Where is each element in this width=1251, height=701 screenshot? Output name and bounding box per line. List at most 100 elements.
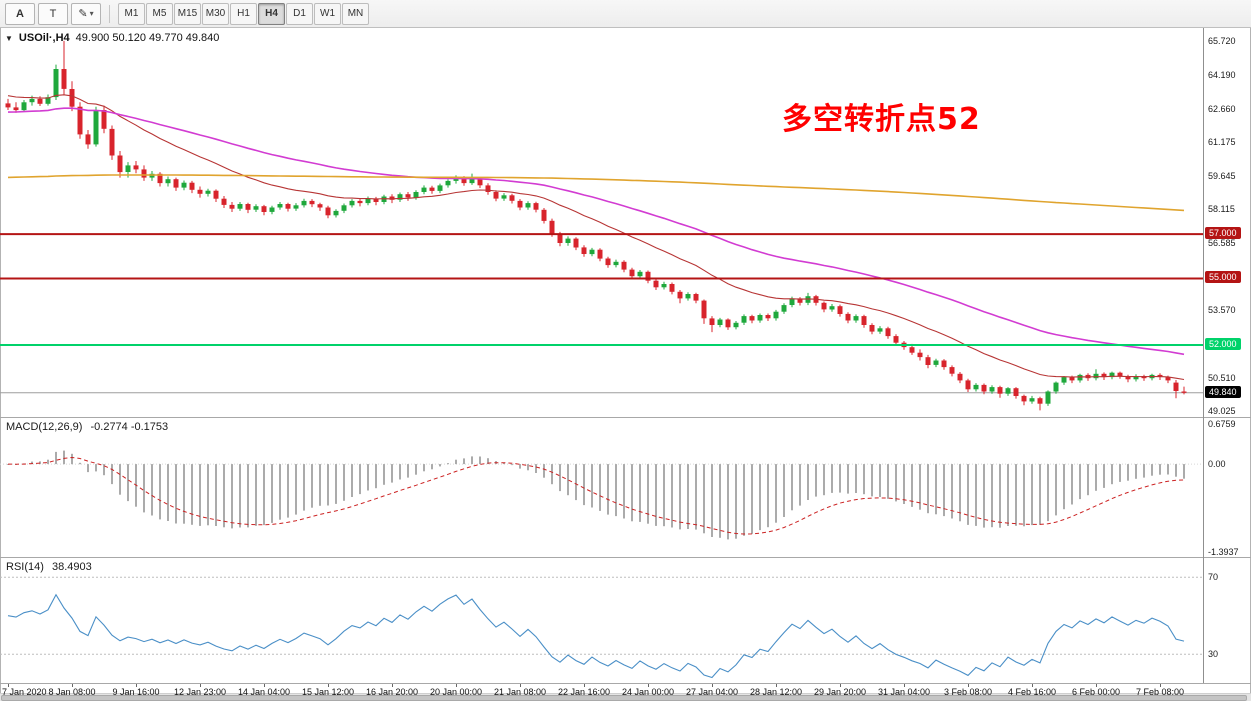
ma-fast-line (7, 94, 1185, 381)
timeframe-button-group: M1 M5 M15 M30 H1 H4 D1 W1 MN (118, 2, 370, 25)
price-tick-label: 62.660 (1208, 103, 1236, 114)
draw-icon: ✎ (78, 8, 88, 20)
text-tool-icon: T (49, 7, 57, 20)
text-tool-button[interactable]: T (38, 2, 68, 25)
candles-layer (5, 40, 1187, 411)
ma-mid-line (7, 107, 1185, 356)
price-tick-label: 65.720 (1208, 35, 1236, 46)
macd-tick-label: 0.6759 (1208, 419, 1236, 429)
time-tick-mark (904, 684, 905, 687)
price-level-label[interactable]: 57.000 (1205, 227, 1241, 240)
timeframe-m5[interactable]: M5 (146, 2, 173, 25)
text-label-tool-button[interactable]: A (5, 2, 35, 25)
rsi-tick-label: 70 (1208, 572, 1219, 583)
price-tick-label: 56.585 (1208, 238, 1236, 249)
time-tick-mark (392, 684, 393, 687)
macd-histogram (7, 450, 1185, 540)
toolbar: A T ✎ ▾ M1 M5 M15 M30 H1 H4 D1 W1 MN (0, 0, 1251, 28)
time-tick-mark (840, 684, 841, 687)
symbol-period-label: USOil·,H4 (18, 32, 70, 44)
time-tick-label: 4 Feb 16:00 (1007, 687, 1057, 697)
rsi-tick-label: 30 (1208, 649, 1219, 660)
text-label-icon: A (16, 7, 24, 20)
panel-separator[interactable] (0, 417, 1251, 418)
price-tick-label: 58.115 (1208, 204, 1235, 215)
chevron-down-icon: ▾ (89, 9, 94, 18)
time-tick-mark (8, 684, 9, 687)
price-tick-label: 53.570 (1208, 305, 1236, 316)
current-price-label: 49.840 (1205, 385, 1241, 398)
ma-slow-line (7, 174, 1185, 212)
timeframe-m1[interactable]: M1 (118, 2, 145, 25)
price-axis[interactable]: 65.720 64.190 62.660 61.175 59.645 58.115 56.5… (1204, 28, 1251, 417)
timeframe-m30[interactable]: M30 (202, 2, 229, 25)
price-tick-label: 61.175 (1208, 136, 1236, 147)
rsi-header: RSI(14) 38.4903 (6, 561, 92, 573)
macd-label: MACD(12,26,9) (6, 421, 83, 433)
time-tick-label: 20 Jan 00:00 (429, 687, 483, 697)
timeframe-mn[interactable]: MN (342, 2, 369, 25)
time-tick-mark (776, 684, 777, 687)
price-tick-label: 64.190 (1208, 69, 1236, 80)
price-axis-separator (1203, 28, 1204, 683)
chart-symbol-header[interactable]: ▼ USOil·,H4 49.900 50.120 49.770 49.840 (5, 32, 219, 44)
macd-canvas[interactable] (0, 418, 1251, 557)
macd-values: -0.2774 -0.1753 (90, 421, 169, 433)
time-tick-mark (72, 684, 73, 687)
rsi-axis[interactable]: 70 30 (1204, 558, 1251, 683)
time-tick-label: 31 Jan 04:00 (877, 687, 931, 697)
time-tick-mark (712, 684, 713, 687)
macd-header: MACD(12,26,9) -0.2774 -0.1753 (6, 421, 168, 433)
time-tick-label: 8 Jan 08:00 (48, 687, 96, 697)
time-tick-mark (1160, 684, 1161, 687)
time-tick-label: 22 Jan 16:00 (557, 687, 611, 697)
time-tick-label: 14 Jan 04:00 (237, 687, 291, 697)
draw-tool-dropdown-button[interactable]: ✎ ▾ (71, 2, 101, 25)
time-tick-label: 28 Jan 12:00 (749, 687, 803, 697)
timeframe-h1[interactable]: H1 (230, 2, 257, 25)
main-chart-canvas[interactable] (0, 28, 1251, 417)
rsi-value: 38.4903 (51, 561, 92, 573)
macd-axis[interactable]: 0.6759 0.00 -1.3937 (1204, 418, 1251, 557)
time-tick-label: 16 Jan 20:00 (365, 687, 419, 697)
time-tick-mark (584, 684, 585, 687)
time-tick-label: 21 Jan 08:00 (493, 687, 547, 697)
price-tick-label: 59.645 (1208, 170, 1236, 181)
toolbar-separator (109, 4, 110, 23)
timeframe-m15[interactable]: M15 (174, 2, 201, 25)
timeframe-w1[interactable]: W1 (314, 2, 341, 25)
time-tick-label: 7 Jan 2020 (2, 687, 47, 697)
timeframe-h4[interactable]: H4 (258, 2, 285, 25)
price-level-label[interactable]: 55.000 (1205, 271, 1241, 284)
time-tick-label: 6 Feb 00:00 (1071, 687, 1121, 697)
time-tick-mark (1032, 684, 1033, 687)
price-level-label[interactable]: 52.000 (1205, 337, 1241, 350)
time-tick-label: 7 Feb 08:00 (1135, 687, 1185, 697)
time-tick-mark (520, 684, 521, 687)
ohlc-values: 49.900 50.120 49.770 49.840 (75, 32, 220, 44)
time-tick-mark (456, 684, 457, 687)
rsi-canvas[interactable] (0, 558, 1251, 683)
timeframe-d1[interactable]: D1 (286, 2, 313, 25)
time-tick-mark (136, 684, 137, 687)
time-tick-label: 3 Feb 08:00 (943, 687, 993, 697)
symbol-dropdown-icon: ▼ (5, 33, 13, 43)
time-tick-mark (648, 684, 649, 687)
macd-tick-label: -1.3937 (1208, 547, 1239, 557)
chart-annotation-text: 多空转折点52 (782, 102, 981, 137)
price-tick-label: 49.025 (1208, 405, 1236, 416)
time-tick-mark (328, 684, 329, 687)
panel-separator (0, 683, 1251, 684)
time-tick-label: 24 Jan 00:00 (621, 687, 675, 697)
rsi-label: RSI(14) (6, 561, 44, 573)
time-tick-label: 29 Jan 20:00 (813, 687, 867, 697)
price-tick-label: 50.510 (1208, 372, 1236, 383)
time-tick-mark (200, 684, 201, 687)
macd-signal-line (7, 456, 1185, 535)
rsi-line (7, 593, 1185, 679)
time-tick-label: 27 Jan 04:00 (685, 687, 739, 697)
time-axis[interactable]: 7 Jan 2020 8 Jan 08:00 9 Jan 16:00 12 Jan 2… (0, 684, 1251, 697)
time-tick-label: 15 Jan 12:00 (301, 687, 355, 697)
panel-separator[interactable] (0, 557, 1251, 558)
